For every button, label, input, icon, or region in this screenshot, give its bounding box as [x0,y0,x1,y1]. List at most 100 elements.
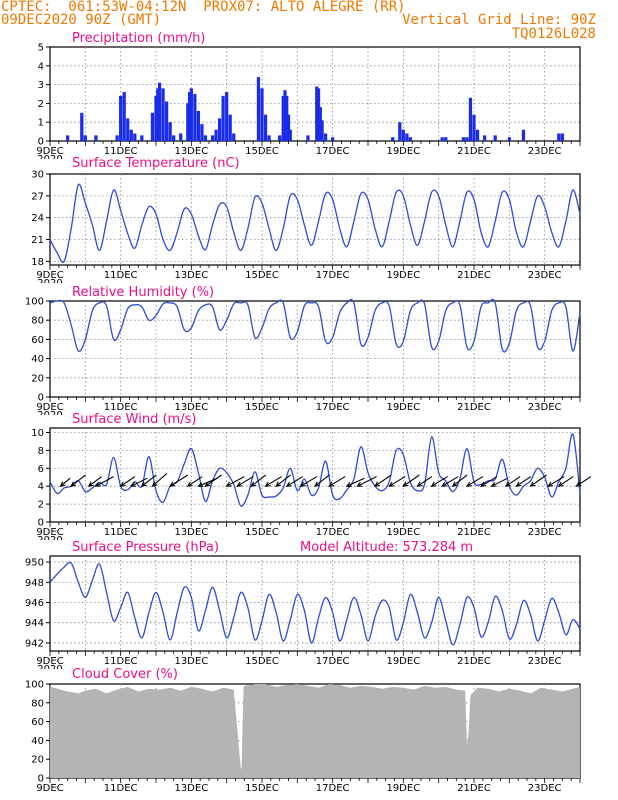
cloud-ytick-label: 40 [31,736,44,747]
wind-vector [169,474,189,487]
cloud-date-label: 19DEC [386,783,420,794]
humidity-title: Relative Humidity (%) [72,285,214,300]
wind-vector-head [70,481,77,487]
precipitation-bar [401,129,405,141]
temperature-date-label: 17DEC [316,270,350,281]
wind-vector-head [374,481,381,487]
pressure-ytick-label: 950 [25,558,44,569]
temperature-ytick-label: 30 [31,170,44,181]
cloud-date-label: 11DEC [104,783,138,794]
precipitation-bar [150,112,155,141]
temperature-ytick-label: 27 [31,191,44,202]
precipitation-bar [156,88,160,141]
precipitation-bar [129,129,133,141]
wind-vector-head [356,481,363,487]
precipitation-date-label: 23DEC [528,146,562,157]
precipitation-bar [164,101,169,141]
wind-vector [60,477,71,487]
header-grid-note: Vertical Grid Line: 90Z [402,12,596,28]
precipitation-bar [122,92,126,141]
precipitation-bar [256,77,261,141]
pressure-title: Surface Pressure (hPa) [72,540,219,555]
wind-vector [417,476,433,487]
wind-vector-head [402,481,409,487]
precipitation-bar [440,137,444,141]
wind-vector [300,476,318,487]
wind-vector-head [388,481,395,487]
precipitation-bar [507,137,511,141]
wind-date-label: 13DEC [174,527,208,538]
wind-line [49,433,581,507]
precipitation-bar [228,114,232,141]
precipitation-ytick-label: 1 [38,118,44,129]
wind-vector [265,476,282,487]
precipitation-bar [331,137,335,141]
wind-vector [452,474,468,487]
temperature-ytick-label: 18 [31,257,44,268]
wind-vector [226,476,245,487]
wind-ytick-label: 8 [38,446,44,457]
wind-ytick-label: 10 [31,428,44,439]
temperature-panel [46,173,581,270]
cloud-ytick-label: 60 [31,717,44,728]
precipitation-bar [560,133,564,141]
precipitation-date-label: 11DEC [104,146,138,157]
precipitation-bar [210,135,215,141]
precipitation-bar [408,137,413,141]
wind-vector-head [479,481,487,487]
precipitation-bar [83,135,87,141]
precipitation-bar [283,90,287,141]
temperature-date-label: 21DEC [457,270,491,281]
precipitation-ytick-label: 5 [38,43,44,54]
wind-vector [131,477,148,487]
wind-vector-head [87,481,94,487]
wind-vector [70,474,86,487]
cloud-ytick-label: 20 [31,755,44,766]
wind-vector-head [285,481,292,487]
humidity-date-label: 15DEC [245,402,279,413]
wind-vector-head [119,481,126,487]
wind-vector [275,474,291,487]
precipitation-bar [186,103,190,141]
pressure-date-label: 9DEC [36,656,63,667]
precipitation-title: Precipitation (mm/h) [72,31,205,46]
humidity-date-label: 17DEC [316,402,350,413]
precipitation-bar [200,124,204,141]
temperature-line [49,183,581,263]
pressure-panel [46,555,581,656]
humidity-date-label: 11DEC [104,402,138,413]
pressure-date-label: 13DEC [174,656,208,667]
precipitation-bar [315,86,319,141]
wind-vector-head [204,481,211,487]
wind-vector [88,476,102,487]
precipitation-bar [214,129,218,141]
wind-ytick-label: 6 [38,464,44,475]
wind-vector-head [169,481,176,487]
precipitation-bar [187,92,192,141]
precipitation-bar [217,118,222,141]
precipitation-bar [80,112,84,141]
precipitation-bar [179,133,183,141]
cloud-ytick-label: 0 [38,774,44,785]
pressure-date-label: 15DEC [245,656,279,667]
wind-ytick-label: 2 [38,500,44,511]
wind-vector [314,474,330,487]
precipitation-date-label: 19DEC [386,146,420,157]
precipitation-bar [172,135,176,141]
wind-vector [480,476,498,487]
wind-vector-head [140,481,147,487]
temperature-ytick-label: 21 [31,235,44,246]
wind-vector [236,476,254,487]
wind-vector [328,476,346,487]
temperature-date-label: 11DEC [104,270,138,281]
wind-vector-head [264,481,271,487]
humidity-date-label: 13DEC [174,402,208,413]
humidity-date-label: 19DEC [386,402,420,413]
cloud-title: Cloud Cover (%) [72,667,178,682]
precipitation-date-label: 15DEC [245,146,279,157]
wind-year-label: 2020 [37,535,62,546]
precipitation-bar [193,94,197,141]
pressure-ytick-label: 944 [25,618,44,629]
pressure-annotation: Model Altitude: 573.284 m [300,540,473,555]
